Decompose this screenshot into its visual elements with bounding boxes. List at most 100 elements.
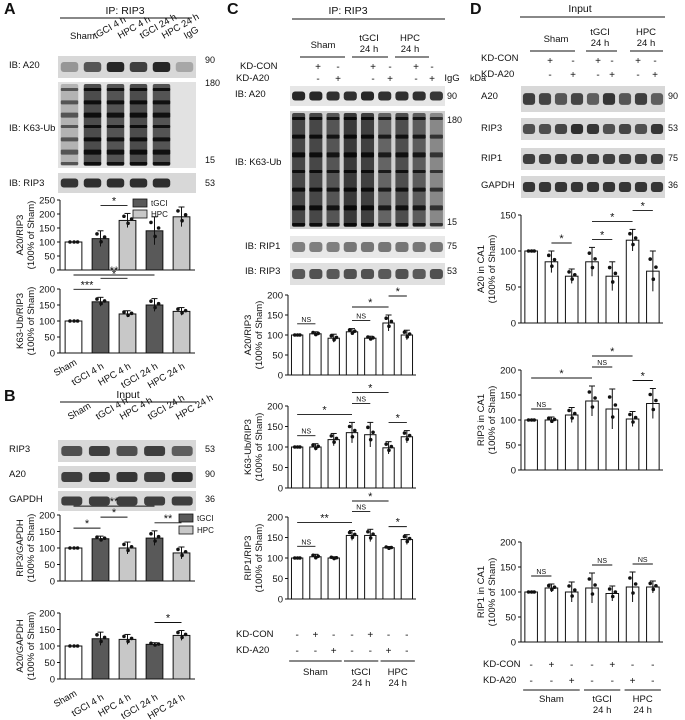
blot-band	[586, 154, 600, 164]
data-point	[407, 433, 412, 438]
data-point	[129, 636, 134, 641]
data-point	[126, 548, 130, 553]
data-point	[371, 336, 375, 340]
blot-band	[429, 187, 443, 192]
data-point	[610, 280, 615, 284]
blot-band	[554, 182, 568, 192]
y-axis-label: RIP3/GAPDH	[15, 519, 26, 577]
bar	[64, 645, 83, 680]
data-point	[590, 592, 595, 596]
data-point	[633, 236, 638, 240]
data-point	[587, 251, 592, 255]
chart-D3: 0 50 100 150 200 RIP1 in CA1 (100% of Sham) NS N…	[476, 538, 663, 649]
blot-label: IB: K63-Ub	[235, 157, 281, 168]
data-point	[350, 434, 355, 439]
bar	[382, 547, 395, 600]
bar	[118, 219, 137, 271]
data-point	[95, 535, 99, 539]
data-point	[149, 299, 153, 303]
significance-label: **	[110, 265, 119, 277]
blot-band	[144, 472, 166, 482]
y-tick-label: 150	[39, 625, 55, 636]
legend-label: HPC	[197, 526, 214, 535]
data-point	[311, 553, 315, 558]
kd-con-label: KD-CON	[481, 53, 519, 64]
legend-swatch	[178, 513, 194, 523]
data-point	[633, 415, 638, 420]
bar	[172, 634, 191, 680]
kd-a20-mark: +	[429, 74, 435, 85]
blot-a20	[58, 56, 196, 78]
blot-band	[586, 124, 600, 134]
data-point	[654, 265, 658, 269]
data-point	[610, 415, 615, 419]
y-tick-label: 200	[39, 210, 55, 221]
blot-band	[618, 124, 632, 134]
kd-con-mark: -	[388, 62, 391, 73]
bar	[524, 591, 538, 643]
significance-label: NS	[301, 429, 311, 436]
blot-band	[634, 93, 648, 105]
chart-D1: 0 50 100 150 A20 in CA1 (100% of Sham) * * * *	[476, 200, 663, 330]
blot-band	[171, 472, 193, 482]
blot-label: RIP3	[9, 444, 30, 455]
data-point	[532, 418, 537, 422]
blot-band	[360, 91, 375, 101]
data-point	[590, 405, 595, 409]
kd-a20-label: KD-A20	[481, 69, 514, 80]
blot-label: IB: RIP3	[245, 266, 280, 277]
blot-band	[129, 162, 148, 165]
blot-band	[292, 223, 306, 226]
blot-band	[83, 112, 102, 118]
data-point	[332, 440, 336, 444]
blot-band	[343, 91, 357, 101]
data-point	[68, 240, 72, 244]
data-point	[607, 395, 612, 399]
y-tick-label: 150	[267, 533, 283, 544]
y-tick-label: 150	[39, 301, 55, 312]
blot-band	[570, 124, 584, 134]
data-point	[180, 218, 184, 223]
data-point	[529, 418, 534, 422]
kd-con-mark: +	[609, 660, 615, 671]
blot-band	[106, 112, 125, 118]
data-point	[75, 240, 80, 244]
data-point	[102, 299, 107, 303]
kd-a20-mark: -	[295, 646, 298, 657]
data-point	[572, 588, 577, 592]
blot-band	[88, 496, 110, 506]
blot-band	[412, 269, 426, 279]
significance-label: NS	[638, 557, 648, 564]
panel-letter-d: D	[470, 1, 482, 18]
blot-band	[360, 223, 375, 226]
blot-band	[326, 152, 340, 158]
kd-con-label: KD-CON	[483, 659, 521, 670]
blot-label: A20	[481, 91, 498, 102]
data-point	[126, 221, 130, 226]
y-axis-label: A20 in CA1	[476, 245, 487, 293]
data-point	[329, 555, 334, 560]
blot-band	[602, 93, 616, 105]
blot-band	[83, 88, 102, 91]
data-point	[176, 209, 180, 213]
data-point	[526, 249, 531, 253]
data-point	[316, 331, 321, 336]
bar	[364, 337, 377, 376]
significance-label: **	[164, 513, 173, 525]
data-point	[570, 277, 574, 281]
data-point	[314, 446, 318, 451]
bar	[400, 539, 414, 600]
kd-a20-mark: -	[414, 74, 417, 85]
blot-band	[395, 134, 409, 139]
significance-label: *	[166, 612, 171, 624]
data-point	[99, 538, 103, 542]
data-point	[72, 319, 76, 323]
data-point	[631, 420, 635, 424]
kd-con-mark: +	[367, 630, 373, 641]
y-tick-label: 0	[278, 595, 283, 606]
kd-con-mark: +	[413, 62, 419, 73]
significance-label: NS	[301, 539, 311, 546]
blot-band	[309, 134, 323, 139]
blot-c-a20	[290, 86, 445, 106]
